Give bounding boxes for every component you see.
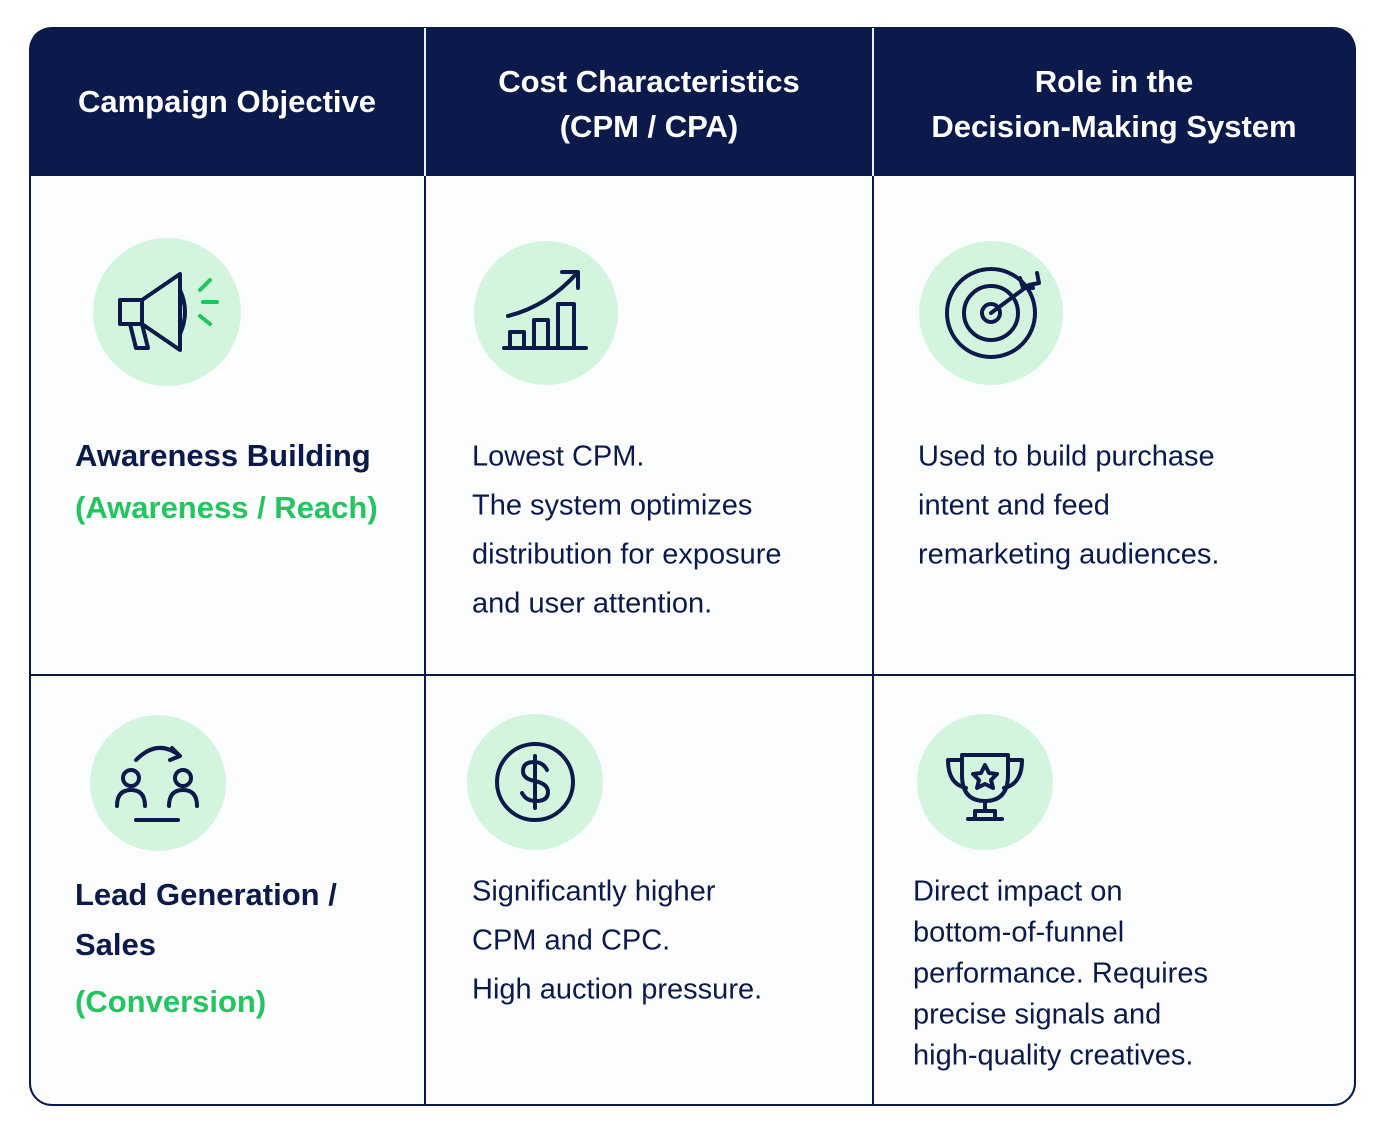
cost-text: Significantly higher — [472, 876, 716, 908]
objective-title: Awareness Building — [75, 438, 371, 473]
role-text: bottom-of-funnel — [913, 917, 1124, 949]
objective-title: Lead Generation / — [75, 877, 337, 912]
trophy-icon — [917, 714, 1053, 850]
cost-text: Lowest CPM. — [472, 441, 644, 473]
growth-chart-icon — [474, 241, 618, 385]
role-text: Used to build purchase — [918, 441, 1215, 473]
header-label: (CPM / CPA) — [560, 109, 739, 144]
role-text: precise signals and — [913, 999, 1161, 1031]
cost-text: High auction pressure. — [472, 974, 762, 1006]
role-text: Direct impact on — [913, 876, 1123, 908]
dollar-icon — [467, 714, 603, 850]
role-text: intent and feed — [918, 490, 1110, 522]
role-text: high-quality creatives. — [913, 1040, 1193, 1072]
header-label: Role in the — [1035, 64, 1193, 99]
cost-text: CPM and CPC. — [472, 925, 670, 957]
cost-text: distribution for exposure — [472, 539, 782, 571]
objective-type: (Awareness / Reach) — [75, 490, 378, 525]
megaphone-icon — [93, 238, 241, 386]
cost-text: and user attention. — [472, 588, 712, 620]
role-text: performance. Requires — [913, 958, 1208, 990]
header-band — [30, 28, 1355, 176]
objective-type: (Conversion) — [75, 984, 266, 1019]
objective-title: Sales — [75, 927, 156, 962]
target-icon — [919, 241, 1063, 385]
people-exchange-icon — [90, 715, 226, 851]
role-text: remarketing audiences. — [918, 539, 1219, 571]
header-label: Campaign Objective — [78, 84, 376, 119]
header-label: Decision-Making System — [931, 109, 1296, 144]
cost-text: The system optimizes — [472, 490, 752, 522]
header-label: Cost Characteristics — [498, 64, 800, 99]
